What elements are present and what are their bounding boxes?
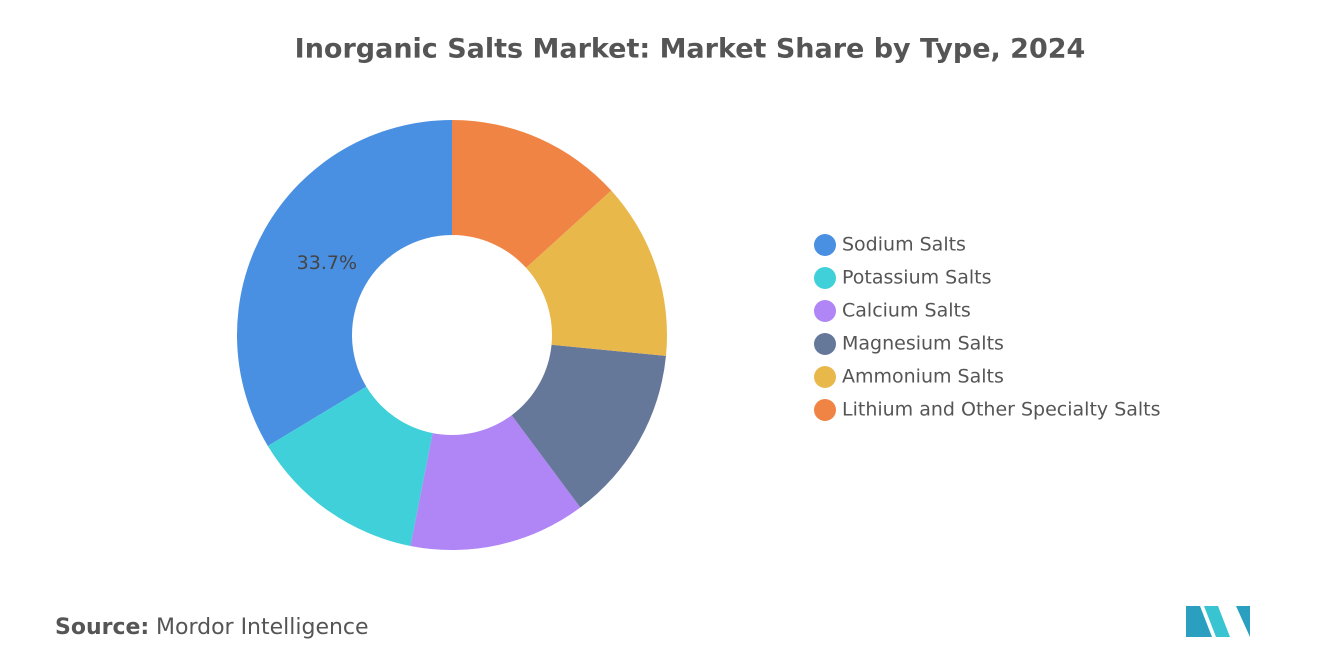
legend-marker xyxy=(814,399,836,421)
legend-label: Ammonium Salts xyxy=(842,366,1004,388)
legend-marker xyxy=(814,366,836,388)
legend-label: Lithium and Other Specialty Salts xyxy=(842,399,1161,421)
data-label: 33.7% xyxy=(297,252,357,274)
donut-slice xyxy=(267,386,433,546)
source-label: Source: xyxy=(55,615,149,640)
donut-slice xyxy=(410,415,581,550)
legend-label: Magnesium Salts xyxy=(842,333,1004,355)
chart-title: Inorganic Salts Market: Market Share by … xyxy=(295,34,1086,65)
legend-label: Potassium Salts xyxy=(842,267,992,289)
logo-part xyxy=(1222,606,1250,637)
legend-marker xyxy=(814,234,836,256)
legend-marker xyxy=(814,333,836,355)
source-text: Mordor Intelligence xyxy=(156,615,369,640)
logo-part xyxy=(1186,606,1212,637)
legend-label: Sodium Salts xyxy=(842,234,966,256)
logo-part xyxy=(1204,606,1230,637)
donut-slice xyxy=(526,190,667,356)
legend-label: Calcium Salts xyxy=(842,300,971,322)
legend-marker xyxy=(814,300,836,322)
legend-marker xyxy=(814,267,836,289)
donut-slice xyxy=(452,120,612,268)
donut-slice xyxy=(511,344,666,508)
donut-slice xyxy=(236,120,452,446)
logo xyxy=(1186,606,1250,637)
